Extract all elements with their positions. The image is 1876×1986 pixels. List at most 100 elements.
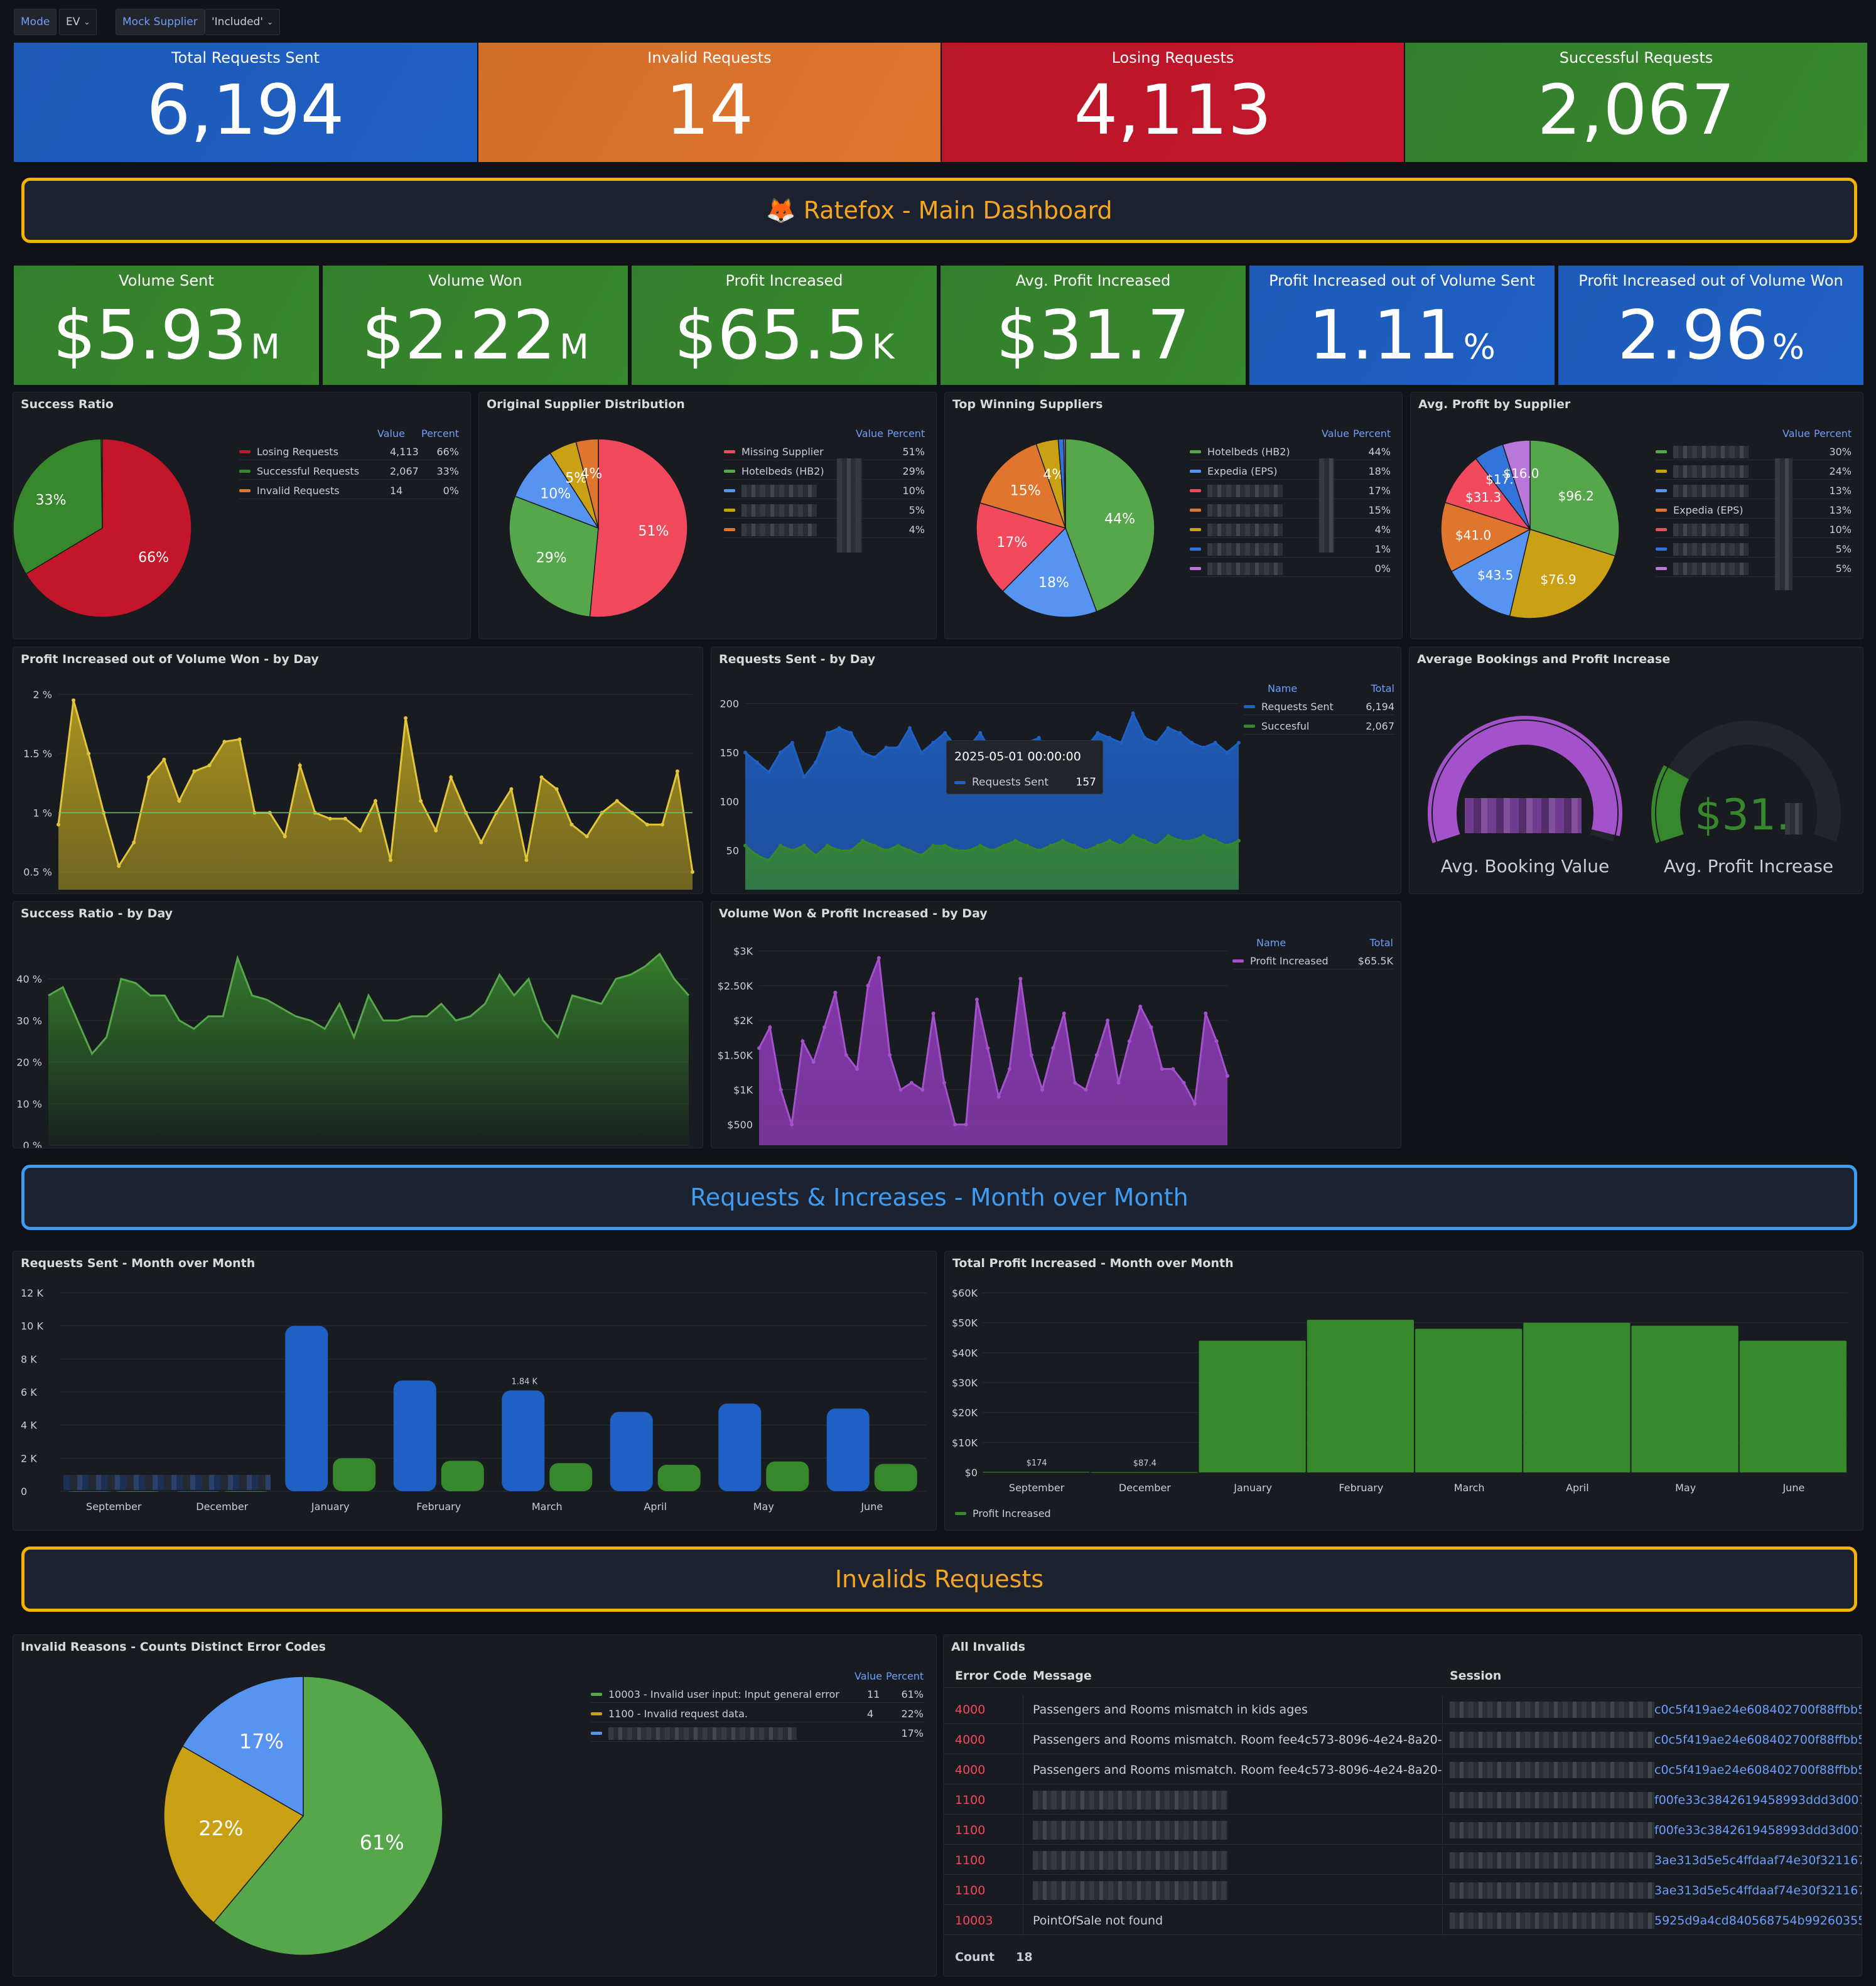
stat-panel-losing-requests[interactable]: Losing Requests 4,113: [942, 43, 1404, 162]
data-point[interactable]: [1201, 745, 1205, 750]
data-point[interactable]: [1155, 740, 1158, 745]
total-profit-increased-month-over-month-panel[interactable]: Total Profit Increased - Month over Mont…: [944, 1251, 1863, 1531]
pie-slice[interactable]: [575, 438, 599, 529]
table-row[interactable]: 4000 Passengers and Rooms mismatch. Room …: [944, 1756, 1862, 1784]
data-point[interactable]: [1062, 1012, 1066, 1016]
legend-item[interactable]: 0%: [1190, 561, 1391, 577]
data-point[interactable]: [1096, 843, 1100, 848]
legend-item[interactable]: 5%: [1656, 561, 1852, 577]
data-point[interactable]: [964, 1122, 968, 1126]
session-cell[interactable]: 5925d9a4cd840568754b99260355: [1654, 1914, 1862, 1928]
data-point[interactable]: [72, 698, 76, 703]
average-bookings-and-profit-increase-panel[interactable]: Average Bookings and Profit Increase Avg.…: [1409, 647, 1863, 894]
data-point[interactable]: [117, 864, 121, 868]
legend-item[interactable]: 10%: [1656, 522, 1852, 538]
stat-panel-profit-increased-out-of-volume-sent[interactable]: Profit Increased out of Volume Sent 1.11%: [1249, 266, 1555, 385]
data-point[interactable]: [1029, 1053, 1033, 1057]
data-point[interactable]: [931, 740, 935, 745]
data-point[interactable]: [884, 848, 888, 853]
data-point[interactable]: [1225, 843, 1229, 848]
data-point[interactable]: [57, 823, 60, 827]
data-point[interactable]: [811, 1060, 816, 1064]
data-point[interactable]: [691, 870, 694, 874]
legend-item[interactable]: Invalid Requests 14 0%: [239, 483, 459, 499]
invalid-reasons-panel[interactable]: Invalid Reasons - Counts Distinct Error …: [13, 1634, 937, 1977]
data-point[interactable]: [1166, 834, 1170, 838]
pie-slice[interactable]: [25, 438, 192, 618]
table-row[interactable]: 10003 PointOfSale not found 5925d9a4cd8405…: [944, 1906, 1862, 1935]
pie-slice[interactable]: [509, 495, 599, 618]
pie-slice[interactable]: [1444, 458, 1532, 531]
session-cell[interactable]: 3ae313d5e5c4ffdaaf74e30f321167d: [1654, 1854, 1862, 1867]
stat-panel-volume-sent[interactable]: Volume Sent $5.93 M: [14, 266, 319, 385]
success-ratio-panel[interactable]: Success Ratio 66% 33% Value Percent Losing Re…: [13, 392, 471, 639]
bar[interactable]: [1631, 1325, 1739, 1472]
stat-panel-total-requests-sent[interactable]: Total Requests Sent 6,194: [14, 43, 477, 162]
session-cell[interactable]: 3ae313d5e5c4ffdaaf74e30f321167d: [1654, 1884, 1862, 1897]
table-row[interactable]: 4000 Passengers and Rooms mismatch. Room …: [944, 1725, 1862, 1754]
pie-slice[interactable]: [1001, 527, 1097, 618]
bar[interactable]: [874, 1464, 917, 1491]
stat-panel-volume-won[interactable]: Volume Won $2.22 M: [323, 266, 628, 385]
data-point[interactable]: [1049, 843, 1053, 848]
session-cell[interactable]: c0c5f419ae24e608402700f88ffbb5: [1654, 1733, 1862, 1747]
data-point[interactable]: [1213, 740, 1217, 745]
legend-item[interactable]: 10003 - Invalid user input: Input genera…: [591, 1686, 924, 1703]
data-point[interactable]: [1084, 1087, 1088, 1092]
legend-item[interactable]: Successful Requests 2,067 33%: [239, 463, 459, 480]
data-point[interactable]: [328, 816, 332, 821]
legend-item[interactable]: Succesful 2,067: [1244, 718, 1394, 735]
legend-item[interactable]: 30%: [1656, 444, 1852, 460]
data-point[interactable]: [943, 731, 947, 735]
data-point[interactable]: [1127, 1039, 1131, 1044]
data-point[interactable]: [1214, 1039, 1219, 1044]
data-point[interactable]: [645, 823, 649, 827]
bar[interactable]: [766, 1461, 809, 1491]
data-point[interactable]: [1166, 726, 1170, 730]
bar[interactable]: [826, 1408, 870, 1491]
data-point[interactable]: [833, 990, 838, 995]
data-point[interactable]: [790, 1122, 794, 1126]
data-point[interactable]: [996, 1094, 1001, 1099]
bar[interactable]: [1091, 1472, 1198, 1473]
data-point[interactable]: [837, 848, 841, 853]
bar[interactable]: [393, 1380, 436, 1491]
legend-item[interactable]: 10%: [724, 483, 925, 499]
legend-item[interactable]: 17%: [1190, 483, 1391, 499]
pie-slice[interactable]: [976, 502, 1067, 592]
data-point[interactable]: [1013, 838, 1018, 843]
data-point[interactable]: [767, 858, 771, 863]
stat-panel-invalid-requests[interactable]: Invalid Requests 14: [478, 43, 941, 162]
data-point[interactable]: [978, 843, 983, 848]
data-point[interactable]: [943, 843, 947, 848]
data-point[interactable]: [298, 764, 302, 767]
bar[interactable]: [1523, 1322, 1631, 1472]
pie-slice[interactable]: [1063, 438, 1066, 529]
data-point[interactable]: [569, 823, 574, 827]
data-point[interactable]: [855, 1067, 860, 1071]
data-point[interactable]: [790, 740, 794, 745]
data-point[interactable]: [1237, 838, 1241, 843]
data-point[interactable]: [222, 740, 227, 744]
data-point[interactable]: [404, 716, 408, 720]
data-point[interactable]: [1119, 843, 1123, 848]
pie-slice[interactable]: [163, 1745, 305, 1924]
table-row[interactable]: 1100 f00fe33c3842619458993ddd3d007: [944, 1816, 1862, 1845]
bar[interactable]: [285, 1325, 328, 1491]
pie-slice[interactable]: [979, 443, 1067, 529]
data-point[interactable]: [908, 726, 912, 730]
data-point[interactable]: [1190, 838, 1194, 843]
data-point[interactable]: [1108, 838, 1112, 843]
data-point[interactable]: [1160, 1067, 1164, 1071]
data-point[interactable]: [755, 760, 759, 765]
legend-item[interactable]: 17%: [591, 1725, 924, 1742]
legend-item[interactable]: 13%: [1656, 483, 1852, 499]
data-point[interactable]: [1192, 1101, 1197, 1106]
data-point[interactable]: [826, 843, 829, 848]
legend-item[interactable]: 15%: [1190, 502, 1391, 519]
data-point[interactable]: [801, 1039, 805, 1044]
pie-slice[interactable]: [1440, 502, 1531, 573]
data-point[interactable]: [872, 843, 876, 848]
data-point[interactable]: [844, 1053, 848, 1057]
data-point[interactable]: [743, 843, 747, 848]
